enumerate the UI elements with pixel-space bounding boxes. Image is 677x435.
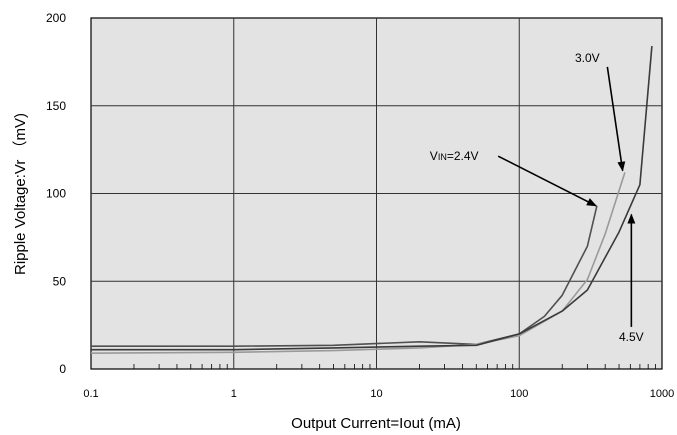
y-tick-label: 100: [46, 187, 66, 201]
annotation-label: VIN=2.4V: [430, 149, 479, 163]
annotation-label: 3.0V: [575, 51, 600, 65]
annotation: 3.0V: [575, 51, 626, 172]
x-tick-label: 10: [370, 388, 382, 400]
annotation: 4.5V: [619, 213, 644, 344]
x-tick-label: 0.1: [83, 388, 98, 400]
grid-lines: [91, 18, 662, 369]
x-tick-label: 100: [510, 388, 528, 400]
x-tick-labels: 0.1 1 10 100 1000: [83, 388, 674, 400]
series-lines: [90, 46, 653, 354]
x-tick-label: 1: [231, 388, 237, 400]
annotation: VIN=2.4V: [430, 149, 597, 207]
y-tick-label: 50: [53, 274, 67, 288]
y-tick-label: 150: [46, 99, 66, 113]
y-tick-label: 200: [46, 11, 66, 25]
y-tick-label: 0: [59, 362, 66, 376]
annotations: VIN=2.4V 3.0V 4.5V: [430, 51, 644, 344]
annotation-arrow: [497, 155, 597, 207]
annotation-arrow: [606, 66, 626, 172]
series-line-3: [91, 46, 653, 351]
x-axis-title: Output Current=Iout (mA): [291, 415, 461, 432]
x-tick-label: 1000: [650, 388, 674, 400]
annotation-label: 4.5V: [619, 330, 644, 344]
y-tick-labels: 0 50 100 150 200: [46, 11, 66, 376]
y-axis-title: Ripple Voltage:Vr （mV): [12, 113, 29, 275]
